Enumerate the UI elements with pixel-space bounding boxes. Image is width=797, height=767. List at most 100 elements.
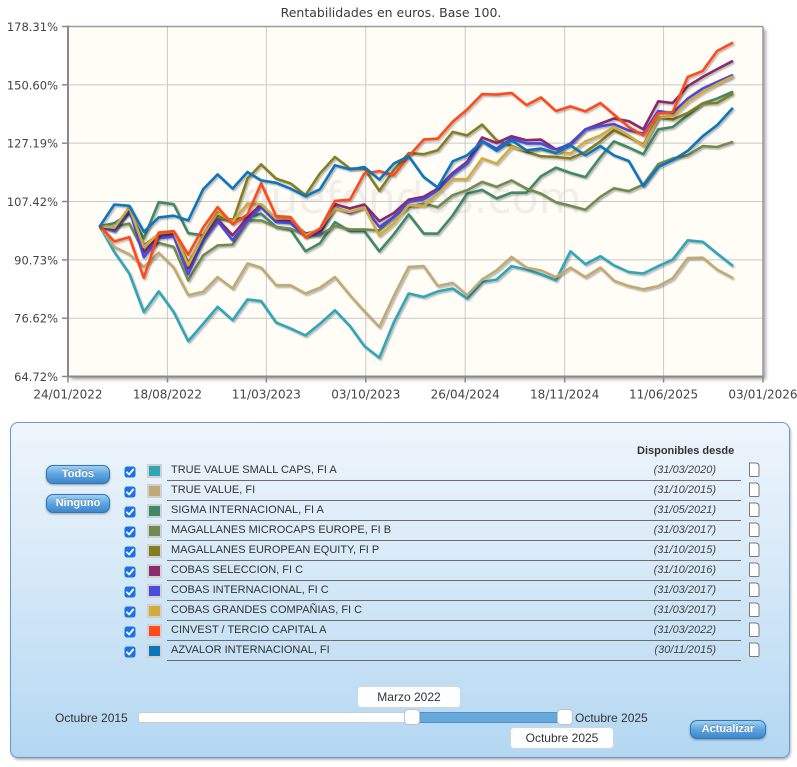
fund-name: SIGMA INTERNACIONAL, FI A: [171, 504, 324, 516]
document-icon[interactable]: [748, 502, 760, 517]
x-tick-label: 11/03/2023: [232, 388, 301, 402]
color-swatch: [147, 584, 162, 598]
color-swatch: [147, 464, 162, 478]
checkbox-checked-icon: [124, 646, 136, 658]
available-since-date: (30/11/2015): [654, 644, 716, 656]
fund-row: COBAS INTERNACIONAL, FI C (31/03/2017): [0, 580, 797, 601]
series-line-cobas-seleccion-fi-c: [98, 59, 734, 270]
row-divider: [167, 620, 741, 621]
axes: [62, 25, 764, 383]
fund-checkbox[interactable]: [124, 505, 136, 518]
y-tick-label: 107.42%: [7, 195, 58, 209]
fund-row: TRUE VALUE SMALL CAPS, FI A (31/03/2020): [0, 460, 797, 481]
x-tick-label: 18/08/2022: [133, 388, 202, 402]
fund-row: MAGALLANES MICROCAPS EUROPE, FI B (31/03…: [0, 520, 797, 541]
fund-name: CINVEST / TERCIO CAPITAL A: [171, 624, 327, 636]
series-line-cobas-internacional-fi-c: [98, 74, 734, 276]
fund-row: MAGALLANES EUROPEAN EQUITY, FI P (31/10/…: [0, 540, 797, 561]
available-since-date: (31/03/2017): [653, 604, 716, 616]
y-tick-label: 90.73%: [14, 253, 58, 267]
update-button[interactable]: Actualizar: [690, 720, 766, 739]
available-since-date: (31/03/2017): [653, 584, 716, 596]
color-swatch: [147, 564, 162, 578]
fund-row: TRUE VALUE, FI (31/10/2015): [0, 480, 797, 501]
checkbox-checked-icon: [124, 566, 136, 578]
checkbox-checked-icon: [124, 586, 136, 598]
document-icon[interactable]: [748, 542, 760, 557]
fund-name: TRUE VALUE SMALL CAPS, FI A: [171, 464, 337, 476]
fund-checkbox[interactable]: [124, 465, 136, 478]
fund-checkbox[interactable]: [124, 485, 136, 498]
slider-end-value: Octubre 2025: [510, 727, 614, 749]
document-icon[interactable]: [748, 562, 760, 577]
available-since-date: (31/10/2015): [653, 544, 716, 556]
fund-checkbox[interactable]: [124, 645, 136, 658]
fund-name: MAGALLANES MICROCAPS EUROPE, FI B: [171, 524, 392, 536]
color-swatch: [147, 544, 162, 558]
x-tick-label: 18/11/2024: [530, 388, 599, 402]
document-icon[interactable]: [748, 622, 760, 637]
document-icon[interactable]: [748, 642, 760, 657]
returns-chart: Rentabilidades en euros. Base 100. quefo…: [7, 5, 797, 402]
fund-name: MAGALLANES EUROPEAN EQUITY, FI P: [171, 544, 380, 556]
series-lines: [98, 41, 734, 360]
x-tick-label: 24/01/2022: [33, 388, 102, 402]
color-swatch: [147, 604, 162, 618]
slider-max-label: Octubre 2025: [575, 711, 648, 725]
select-all-button[interactable]: Todos: [46, 465, 110, 484]
slider-start-value: Marzo 2022: [356, 686, 461, 708]
color-swatch: [147, 524, 162, 538]
available-since-date: (31/05/2021): [653, 504, 716, 516]
series-line-azvalor-internacional-fi: [98, 107, 734, 234]
color-swatch: [147, 624, 162, 638]
x-tick-label: 03/10/2023: [331, 388, 400, 402]
document-icon[interactable]: [748, 582, 760, 597]
series-line-true-value-fi: [98, 224, 734, 329]
fund-row: COBAS SELECCION, FI C (31/10/2016): [0, 560, 797, 581]
color-swatch: [147, 644, 162, 658]
fund-name: COBAS INTERNACIONAL, FI C: [171, 584, 329, 596]
available-since-date: (31/10/2015): [653, 484, 716, 496]
color-swatch: [147, 504, 162, 518]
row-divider: [167, 600, 741, 601]
slider-start-handle[interactable]: [403, 709, 420, 725]
fund-name: AZVALOR INTERNACIONAL, FI: [171, 644, 330, 656]
y-tick-label: 178.31%: [7, 20, 58, 34]
row-divider: [167, 480, 741, 481]
fund-checkbox[interactable]: [124, 585, 136, 598]
series-line-cinvest-tercio-capital-a: [98, 41, 734, 280]
y-tick-label: 64.72%: [14, 370, 58, 384]
document-icon[interactable]: [748, 522, 760, 537]
slider-min-label: Octubre 2015: [55, 711, 128, 725]
period-slider-selected-range[interactable]: [411, 712, 565, 723]
fund-checkbox[interactable]: [124, 625, 136, 638]
available-since-date: (31/03/2022): [653, 624, 716, 636]
fund-checkbox[interactable]: [124, 545, 136, 558]
slider-end-handle[interactable]: [557, 709, 573, 725]
document-icon[interactable]: [748, 462, 760, 477]
y-tick-label: 150.60%: [7, 78, 58, 92]
available-since-date: (31/03/2017): [653, 524, 716, 536]
fund-checkbox[interactable]: [124, 565, 136, 578]
available-since-date: (31/03/2020): [653, 464, 716, 476]
select-none-button[interactable]: Ninguno: [46, 494, 110, 513]
fund-name: COBAS SELECCION, FI C: [171, 564, 304, 576]
fund-name: TRUE VALUE, FI: [171, 484, 256, 496]
available-since-date: (31/10/2016): [653, 564, 716, 576]
row-divider: [167, 660, 741, 661]
row-divider: [167, 520, 741, 521]
document-icon[interactable]: [748, 482, 760, 497]
checkbox-checked-icon: [124, 506, 136, 518]
checkbox-checked-icon: [124, 526, 136, 538]
row-divider: [167, 540, 741, 541]
checkbox-checked-icon: [124, 606, 136, 618]
fund-checkbox[interactable]: [124, 525, 136, 538]
fund-checkbox[interactable]: [124, 605, 136, 618]
row-divider: [167, 500, 741, 501]
series-line-cobas-grandes-companias-fi-c: [98, 75, 734, 267]
row-divider: [167, 580, 741, 581]
series-line-true-value-small-caps-fi-a: [98, 224, 734, 360]
x-tick-label: 11/06/2025: [629, 388, 698, 402]
document-icon[interactable]: [748, 602, 760, 617]
fund-row: AZVALOR INTERNACIONAL, FI (30/11/2015): [0, 640, 797, 661]
